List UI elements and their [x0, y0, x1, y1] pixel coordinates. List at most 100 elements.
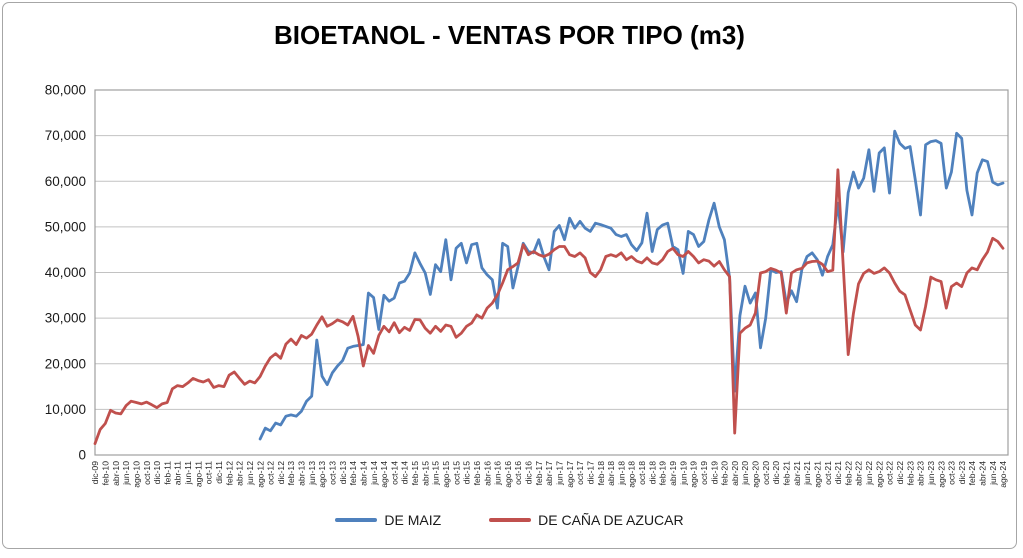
x-tick-label: feb-22 [843, 461, 853, 486]
x-tick-label: dic-19 [709, 461, 719, 485]
y-tick-label: 10,000 [45, 402, 86, 417]
x-tick-label: feb-17 [534, 461, 544, 486]
x-tick-label: jun-10 [121, 461, 131, 486]
x-tick-label: abr-22 [854, 461, 864, 486]
x-tick-label: abr-19 [668, 461, 678, 486]
x-tick-label: ago-23 [936, 461, 946, 488]
x-tick-label: oct-12 [266, 461, 276, 485]
x-tick-label: oct-15 [451, 461, 461, 485]
x-tick-label: abr-18 [606, 461, 616, 486]
x-tick-label: oct-17 [575, 461, 585, 485]
x-tick-label: feb-11 [162, 461, 172, 485]
x-tick-label: jun-20 [740, 461, 750, 486]
x-tick-label: oct-22 [885, 461, 895, 485]
x-tick-label: feb-12 [224, 461, 234, 486]
series-line-de-maiz [258, 129, 1005, 441]
x-tick-label: dic-15 [462, 461, 472, 485]
x-tick-label: ago-21 [812, 461, 822, 488]
x-tick-label: feb-24 [967, 461, 977, 486]
x-tick-label: abr-13 [297, 461, 307, 486]
x-tick-label: oct-23 [947, 461, 957, 485]
x-tick-label: ago-10 [131, 461, 141, 488]
x-tick-label: abr-11 [173, 461, 183, 485]
x-tick-label: oct-21 [823, 461, 833, 485]
x-tick-label: jun-17 [555, 461, 565, 486]
series-line-de-cana-de-azucar [93, 168, 1005, 445]
x-tick-label: jun-16 [493, 461, 503, 486]
x-tick-label: dic-17 [585, 461, 595, 485]
x-tick-label: ago-17 [565, 461, 575, 488]
x-tick-label: oct-11 [204, 461, 214, 484]
y-tick-label: 0 [78, 448, 86, 463]
x-tick-label: ago-18 [627, 461, 637, 488]
x-tick-label: feb-10 [101, 461, 111, 486]
x-tick-label: abr-23 [916, 461, 926, 486]
x-tick-label: abr-17 [544, 461, 554, 486]
legend-item-de-cana-de-azucar: DE CAÑA DE AZUCAR [489, 512, 684, 528]
y-tick-label: 60,000 [45, 174, 86, 189]
x-tick-label: jun-15 [431, 461, 441, 486]
x-tick-label: ago-13 [317, 461, 327, 488]
x-tick-label: feb-15 [410, 461, 420, 486]
chart-frame: BIOETANOL - VENTAS POR TIPO (m3) 80,000 7… [2, 2, 1017, 549]
x-tick-label: jun-12 [245, 461, 255, 486]
x-tick-label: dic-14 [400, 461, 410, 485]
chart-legend: DE MAIZ DE CAÑA DE AZUCAR [3, 512, 1016, 528]
x-tick-label: dic-21 [833, 461, 843, 485]
legend-line-swatch-cana [489, 518, 532, 522]
x-tick-label: feb-18 [596, 461, 606, 486]
x-tick-label: feb-19 [658, 461, 668, 486]
x-tick-label: dic-12 [276, 461, 286, 485]
x-tick-label: feb-14 [348, 461, 358, 486]
x-tick-label: abr-21 [792, 461, 802, 486]
x-tick-label: oct-10 [142, 461, 152, 485]
x-tick-label: oct-18 [637, 461, 647, 485]
y-tick-label: 20,000 [45, 356, 86, 371]
x-tick-label: dic-11 [214, 461, 224, 484]
x-tick-label: jun-13 [307, 461, 317, 486]
x-tick-label: oct-13 [328, 461, 338, 485]
x-tick-label: oct-20 [761, 461, 771, 485]
y-tick-label: 40,000 [45, 265, 86, 280]
y-tick-label: 30,000 [45, 311, 86, 326]
x-tick-label: abr-12 [235, 461, 245, 486]
x-tick-label: jun-14 [369, 461, 379, 486]
legend-item-de-maiz: DE MAIZ [335, 512, 441, 528]
x-tick-label: ago-24 [998, 461, 1008, 488]
x-tick-label: feb-21 [782, 461, 792, 486]
chart-title: BIOETANOL - VENTAS POR TIPO (m3) [274, 20, 745, 50]
y-axis-labels: 80,000 70,000 60,000 50,000 40,000 30,000 20,0… [45, 83, 86, 463]
x-tick-label: ago-19 [689, 461, 699, 488]
x-tick-label: ago-15 [441, 461, 451, 488]
x-tick-label: dic-23 [957, 461, 967, 485]
x-tick-label: jun-11 [183, 461, 193, 485]
x-tick-label: dic-20 [771, 461, 781, 485]
x-tick-label: jun-24 [988, 461, 998, 486]
x-tick-label: dic-09 [90, 461, 100, 485]
plot-border [94, 89, 1009, 456]
x-tick-label: abr-20 [730, 461, 740, 486]
x-tick-label: ago-11 [193, 461, 203, 487]
x-tick-label: jun-18 [616, 461, 626, 486]
x-tick-label: feb-23 [905, 461, 915, 486]
x-tick-label: feb-16 [472, 461, 482, 486]
x-tick-label: jun-22 [864, 461, 874, 486]
x-tick-label: dic-16 [524, 461, 534, 485]
y-tick-label: 70,000 [45, 128, 86, 143]
x-tick-label: abr-16 [482, 461, 492, 486]
x-tick-label: ago-16 [503, 461, 513, 488]
x-tick-label: ago-14 [379, 461, 389, 488]
x-tick-label: jun-21 [802, 461, 812, 486]
x-tick-label: abr-15 [420, 461, 430, 486]
legend-label-de-cana-de-azucar: DE CAÑA DE AZUCAR [538, 512, 684, 528]
line-chart-plot: 80,000 70,000 60,000 50,000 40,000 30,000 20,0… [45, 83, 1009, 488]
x-tick-label: ago-12 [255, 461, 265, 488]
x-tick-label: oct-19 [699, 461, 709, 485]
x-axis-labels: dic-09 feb-10 abr-10 jun-10 ago-10 oct-10 dic-… [90, 461, 1008, 488]
series-lines [93, 129, 1005, 445]
x-tick-label: jun-19 [678, 461, 688, 486]
x-tick-label: abr-10 [111, 461, 121, 486]
x-tick-label: dic-18 [647, 461, 657, 485]
legend-line-swatch-maiz [335, 518, 378, 522]
x-tick-label: ago-20 [751, 461, 761, 488]
